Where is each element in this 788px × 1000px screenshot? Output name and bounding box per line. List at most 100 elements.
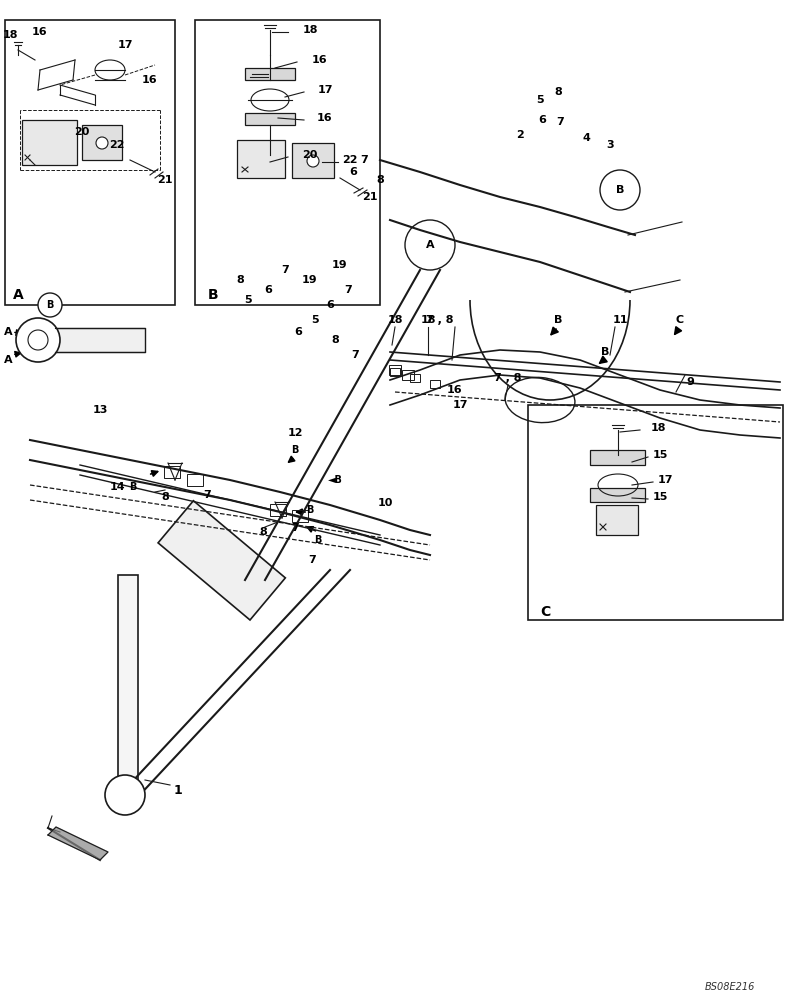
Text: 19: 19: [333, 260, 348, 270]
Text: 5: 5: [536, 95, 544, 105]
Text: B: B: [615, 185, 624, 195]
Text: B: B: [554, 315, 562, 325]
Text: 18: 18: [650, 423, 666, 433]
Text: 16: 16: [447, 385, 463, 395]
Circle shape: [96, 137, 108, 149]
Text: 14: 14: [110, 482, 126, 492]
Bar: [158, 501, 285, 620]
Text: B: B: [314, 535, 322, 545]
Text: 7 , 8: 7 , 8: [494, 373, 522, 383]
Text: 12: 12: [288, 428, 303, 438]
Text: B: B: [600, 347, 609, 357]
Text: 7: 7: [360, 155, 368, 165]
Text: 8: 8: [161, 492, 169, 502]
Bar: [430, 380, 440, 388]
Text: 18: 18: [387, 315, 403, 325]
Text: 15: 15: [652, 450, 667, 460]
Text: 20: 20: [303, 150, 318, 160]
Text: 7: 7: [203, 490, 211, 500]
Text: A: A: [426, 240, 434, 250]
Circle shape: [16, 318, 60, 362]
Text: 1: 1: [173, 784, 182, 796]
Bar: [292, 143, 334, 178]
Text: 22: 22: [110, 140, 125, 150]
Bar: [596, 505, 638, 535]
Text: 8: 8: [376, 175, 384, 185]
Text: 4: 4: [582, 133, 590, 143]
Bar: [164, 466, 180, 478]
Text: 18: 18: [303, 25, 318, 35]
Bar: [410, 374, 420, 382]
Text: 10: 10: [377, 498, 392, 508]
Text: A: A: [4, 355, 13, 365]
Text: 16: 16: [318, 113, 333, 123]
Circle shape: [405, 220, 455, 270]
Bar: [245, 68, 295, 80]
Text: 8: 8: [331, 335, 339, 345]
Text: 16: 16: [142, 75, 158, 85]
Text: 19: 19: [302, 275, 318, 285]
Circle shape: [38, 293, 62, 317]
Text: 17: 17: [117, 40, 132, 50]
Text: 17: 17: [452, 400, 468, 410]
Text: 3: 3: [606, 140, 614, 150]
Bar: [270, 504, 286, 516]
Text: 13: 13: [92, 405, 108, 415]
Text: B: B: [307, 505, 314, 515]
Text: BS08E216: BS08E216: [704, 982, 755, 992]
Text: 11: 11: [612, 315, 628, 325]
Text: A: A: [4, 327, 13, 337]
Text: B: B: [208, 288, 218, 302]
Text: B: B: [129, 482, 136, 492]
Text: 18: 18: [2, 30, 18, 40]
Text: 5: 5: [244, 295, 252, 305]
Text: 7 , 8: 7 , 8: [426, 315, 454, 325]
Bar: [528, 405, 783, 620]
Text: 7: 7: [281, 265, 289, 275]
Bar: [590, 488, 645, 502]
Text: 7: 7: [556, 117, 564, 127]
Text: 7: 7: [344, 285, 352, 295]
Text: C: C: [676, 315, 684, 325]
Bar: [390, 368, 400, 376]
Bar: [55, 328, 145, 352]
Bar: [590, 450, 645, 465]
Text: C: C: [540, 605, 550, 619]
Bar: [237, 140, 285, 178]
Text: 5: 5: [311, 315, 319, 325]
Text: ◄B: ◄B: [328, 475, 343, 485]
Circle shape: [307, 155, 319, 167]
Text: 20: 20: [74, 127, 90, 137]
Text: 7: 7: [308, 555, 316, 565]
Text: 6: 6: [326, 300, 334, 310]
Text: 6: 6: [349, 167, 357, 177]
Text: 21: 21: [362, 192, 377, 202]
Text: 6: 6: [538, 115, 546, 125]
Text: 15: 15: [652, 492, 667, 502]
Text: 2: 2: [516, 130, 524, 140]
Text: 9: 9: [686, 377, 694, 387]
Text: 17: 17: [657, 475, 673, 485]
Text: B: B: [46, 300, 54, 310]
Bar: [5, 20, 175, 305]
Bar: [292, 510, 308, 522]
Text: 6: 6: [264, 285, 272, 295]
Text: 18: 18: [420, 315, 436, 325]
Text: 21: 21: [158, 175, 173, 185]
Bar: [118, 575, 138, 795]
Bar: [402, 370, 414, 380]
Bar: [82, 125, 122, 160]
Text: 16: 16: [32, 27, 48, 37]
Text: 7: 7: [291, 523, 299, 533]
Text: 7: 7: [351, 350, 359, 360]
Bar: [245, 113, 295, 125]
Text: 16: 16: [312, 55, 328, 65]
Circle shape: [600, 170, 640, 210]
Circle shape: [105, 775, 145, 815]
Bar: [22, 120, 77, 165]
Bar: [187, 474, 203, 486]
Bar: [389, 365, 401, 375]
Text: 17: 17: [318, 85, 333, 95]
Text: 6: 6: [294, 327, 302, 337]
Text: 22: 22: [342, 155, 358, 165]
